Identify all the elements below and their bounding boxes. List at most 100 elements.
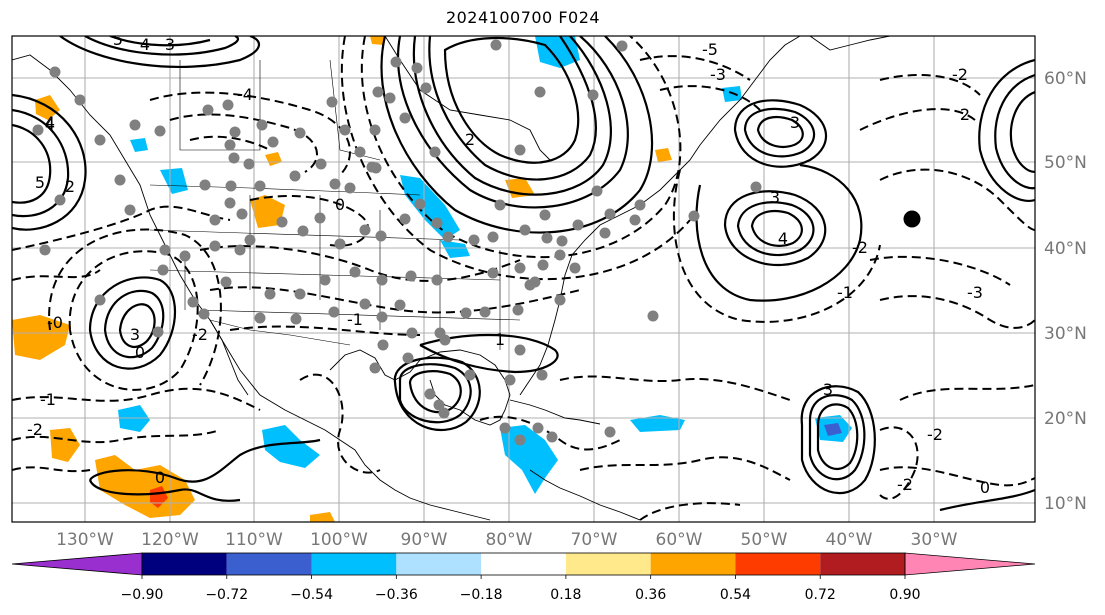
orange-region — [655, 148, 672, 162]
contour-label: 3 — [790, 113, 800, 132]
station-marker — [54, 194, 66, 206]
colorbar-segment — [565, 553, 651, 575]
station-marker — [94, 134, 106, 146]
station-marker — [439, 334, 451, 346]
colorbar-segment — [820, 553, 905, 575]
station-marker — [499, 422, 511, 434]
station-marker — [411, 62, 423, 74]
station-marker — [202, 104, 214, 116]
station-marker — [254, 312, 266, 324]
station-marker — [519, 224, 531, 236]
contour-label: -2 — [897, 475, 913, 494]
colorbar-segment — [735, 553, 821, 575]
colorbar-tick-label: −0.18 — [460, 587, 503, 603]
station-marker — [569, 262, 581, 274]
colorbar-segment — [481, 553, 566, 575]
latitude-label: 10°N — [1044, 494, 1087, 514]
station-marker — [49, 66, 61, 78]
station-marker — [354, 146, 366, 158]
colorbar-segment — [142, 553, 227, 575]
contour-label: 3 — [165, 35, 175, 54]
station-marker — [228, 152, 240, 164]
colorbar-tick-label: 0.36 — [635, 587, 666, 603]
station-marker — [514, 344, 526, 356]
contour-label: 2 — [65, 177, 75, 196]
station-marker — [349, 266, 361, 278]
station-marker — [154, 125, 166, 137]
blue-region — [630, 415, 685, 432]
latitude-label: 50°N — [1044, 153, 1087, 173]
contour-label: -5 — [702, 40, 718, 59]
station-marker — [289, 170, 301, 182]
station-marker — [406, 327, 418, 339]
station-marker — [375, 230, 387, 242]
station-marker — [369, 362, 381, 374]
station-marker — [504, 374, 516, 386]
station-marker — [319, 274, 331, 286]
contour-label: 0 — [135, 343, 145, 362]
colorbar-tick-labels: −0.90 −0.72 −0.54 −0.36 −0.18 0.18 0.36 0.54 0.7… — [121, 575, 921, 603]
station-marker — [537, 259, 549, 271]
contour-label: 4 — [45, 115, 55, 134]
contour-label: -2 — [952, 65, 968, 84]
colorbar-outline — [141, 552, 906, 576]
station-marker — [225, 180, 237, 192]
station-marker — [256, 119, 268, 131]
station-marker — [420, 82, 432, 94]
station-marker — [394, 299, 406, 311]
station-marker — [402, 352, 414, 364]
grid-lines — [12, 36, 1035, 522]
contour-label: -4 — [237, 85, 253, 104]
station-marker — [234, 244, 246, 256]
station-marker — [114, 174, 126, 186]
station-marker — [376, 311, 388, 323]
station-marker — [487, 231, 499, 243]
colorbar-tick-label: 0.72 — [805, 587, 836, 603]
station-marker — [647, 310, 659, 322]
station-marker — [74, 94, 86, 106]
contour-label: 4 — [140, 35, 150, 54]
station-marker — [290, 313, 302, 325]
contour-label: 3 — [130, 325, 140, 344]
station-marker — [157, 264, 169, 276]
station-marker — [294, 288, 306, 300]
station-marker — [359, 224, 371, 236]
station-marker — [431, 217, 443, 229]
station-marker — [556, 235, 568, 247]
contour-label: -2 — [927, 425, 943, 444]
station-marker — [479, 306, 491, 318]
station-marker — [359, 298, 371, 310]
blue-region — [400, 175, 460, 240]
colorbar-tick-label: 0.90 — [889, 587, 920, 603]
latitude-label: 30°N — [1044, 324, 1087, 344]
station-marker — [468, 234, 480, 246]
orange-region — [50, 428, 80, 462]
station-marker — [688, 210, 700, 222]
contour-label: -1 — [40, 390, 56, 409]
station-marker — [326, 96, 338, 108]
station-marker — [464, 369, 476, 381]
longitude-label: 70°W — [571, 530, 618, 550]
longitude-label: 110°W — [225, 530, 283, 550]
station-marker — [512, 304, 524, 316]
darkblue-region — [824, 423, 842, 436]
station-marker — [532, 422, 544, 434]
station-marker — [399, 112, 411, 124]
station-marker — [198, 308, 210, 320]
station-marker — [591, 185, 603, 197]
station-marker — [187, 296, 199, 308]
station-marker — [236, 208, 248, 220]
contour-label: 4 — [45, 113, 55, 132]
station-marker — [399, 213, 411, 225]
station-marker — [254, 180, 266, 192]
station-marker — [490, 39, 502, 51]
station-marker — [554, 249, 566, 261]
blue-region — [722, 86, 742, 102]
station-marker — [267, 136, 279, 148]
station-marker — [229, 126, 241, 138]
station-marker — [334, 238, 346, 250]
latitude-label: 60°N — [1044, 69, 1087, 89]
longitude-label: 120°W — [141, 530, 199, 550]
blue-region — [500, 425, 558, 494]
